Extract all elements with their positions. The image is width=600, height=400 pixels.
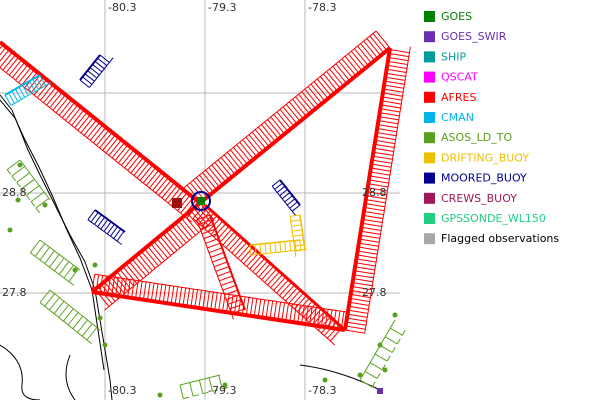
station-dot	[322, 377, 328, 383]
track-line	[204, 203, 346, 332]
track-line	[359, 319, 396, 381]
lat-label: 28.8	[362, 186, 387, 199]
track-line	[249, 239, 301, 246]
center-marker	[172, 191, 211, 211]
barb-ticks	[179, 375, 229, 400]
lat-label: 27.8	[362, 286, 387, 299]
lon-label: -78.3	[308, 1, 336, 14]
legend-swatch	[424, 31, 435, 43]
barb-ticks	[39, 289, 98, 345]
legend-label: ASOS_LD_TO	[441, 131, 512, 144]
legend-swatch	[424, 112, 435, 123]
lon-label: -80.3	[108, 1, 136, 14]
track-line	[39, 239, 81, 271]
station-dot	[102, 342, 108, 348]
legend-swatch	[424, 213, 435, 224]
legend-label: MOORED_BUOY	[441, 172, 527, 185]
legend-label: GPSSONDE_WL150	[441, 212, 546, 225]
lat-label: 28.8	[2, 186, 27, 199]
legend-swatch	[424, 71, 435, 83]
track-line	[179, 374, 221, 386]
barb-ticks	[79, 54, 114, 88]
coordinate-labels: -80.3 -80.3 -79.3 -79.3 -78.3 -78.3 28.8 28.8 27…	[2, 1, 387, 397]
lon-label: -80.3	[108, 384, 136, 397]
station-dot	[357, 372, 363, 378]
track-line	[209, 214, 246, 311]
legend-swatch	[424, 152, 435, 164]
barb-ticks	[344, 46, 411, 334]
coastline	[0, 94, 381, 400]
legend-label: GOES	[441, 10, 472, 23]
track-line	[4, 74, 41, 96]
track-line	[19, 159, 51, 201]
track-line	[79, 54, 101, 81]
station-dot	[15, 197, 21, 203]
barb-ticks	[30, 239, 79, 286]
station-dot	[92, 262, 98, 268]
legend-swatch	[424, 11, 435, 22]
legend-label: GOES_SWIR	[441, 30, 507, 43]
barb-ticks	[271, 179, 301, 217]
station-dot	[382, 367, 388, 373]
lon-label: -79.3	[208, 1, 236, 14]
station-dot	[377, 388, 383, 394]
legend-label: CMAN	[441, 111, 474, 124]
station-dot	[97, 315, 103, 321]
barb-ticks	[289, 214, 305, 258]
legend-label: DRIFTING_BUOY	[441, 151, 529, 164]
wind-barbs	[0, 30, 411, 400]
station-dot	[157, 392, 163, 398]
lon-label: -79.3	[208, 384, 236, 397]
station-dot	[377, 342, 383, 348]
lon-label: -78.3	[308, 384, 336, 397]
track-line	[198, 46, 392, 205]
legend-label: SHIP	[441, 50, 466, 63]
legend-swatch	[424, 132, 435, 144]
legend-label: AFRES	[441, 91, 476, 104]
legend-swatch	[424, 233, 435, 245]
barb-ticks	[359, 327, 406, 388]
barb-ticks	[196, 214, 245, 320]
legend-label: CREWS_BUOY	[441, 192, 517, 205]
legend: GOES GOES_SWIR SHIP QSCAT AFRES CMAN ASOS_LD_T…	[424, 10, 559, 245]
legend-swatch	[424, 172, 435, 184]
legend-label: QSCAT	[441, 71, 478, 84]
barb-ticks	[182, 30, 391, 203]
legend-swatch	[424, 91, 435, 103]
track-line	[343, 47, 392, 331]
barb-ticks	[94, 202, 215, 311]
legend-label: Flagged observations	[441, 232, 559, 245]
barb-ticks	[4, 74, 52, 106]
track-line	[299, 214, 306, 251]
station-dot	[42, 202, 48, 208]
track-line	[0, 40, 202, 205]
legend-swatch	[424, 51, 435, 63]
legend-swatch	[424, 192, 435, 204]
barb-ticks	[87, 209, 125, 245]
station-dot	[17, 162, 23, 168]
track-line	[49, 289, 101, 331]
track-line	[91, 290, 346, 332]
station-dot	[222, 382, 228, 388]
station-dot	[72, 267, 78, 273]
station-dot	[7, 227, 13, 233]
track-line	[94, 209, 126, 233]
lat-label: 27.8	[2, 286, 27, 299]
barb-ticks	[6, 159, 50, 214]
barb-ticks	[0, 42, 200, 223]
track-line	[279, 179, 301, 206]
station-dot	[392, 312, 398, 318]
